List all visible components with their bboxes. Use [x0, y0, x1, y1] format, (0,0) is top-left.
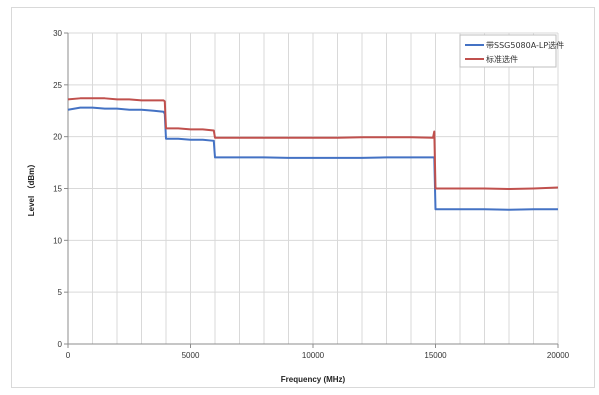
legend-box: [459, 34, 557, 68]
x-tick-label-2: 10000: [302, 351, 325, 360]
series-lines: [67, 97, 559, 211]
y-axis-title: Level （dBm）: [26, 160, 36, 216]
axes: [64, 32, 559, 348]
y-tick-label-4: 20: [53, 133, 62, 142]
y-tick-label-0: 0: [58, 340, 63, 349]
legend-label-series-2: 标准选件: [486, 54, 518, 64]
x-tick-label-3: 15000: [424, 351, 447, 360]
y-tick-labels: 0 5 10 15 20 25 30: [53, 29, 62, 349]
y-tick-label-6: 30: [53, 29, 62, 38]
y-tick-label-5: 25: [53, 81, 62, 90]
y-tick-label-2: 10: [53, 236, 62, 245]
x-tick-label-0: 0: [66, 351, 71, 360]
legend-label-series-1: 带SSG5080A-LP选件: [486, 40, 564, 50]
series-line-1: [67, 106, 558, 211]
x-tick-labels: 0 5000 10000 15000 20000: [66, 351, 570, 360]
x-tick-label-4: 20000: [547, 351, 570, 360]
legend: 带SSG5080A-LP选件 标准选件: [459, 34, 564, 68]
x-tick-label-1: 5000: [182, 351, 200, 360]
x-axis-title: Frequency (MHz): [281, 375, 346, 384]
y-tick-label-1: 5: [58, 288, 63, 297]
y-tick-label-3: 15: [53, 185, 62, 194]
series-line-2: [67, 97, 559, 191]
